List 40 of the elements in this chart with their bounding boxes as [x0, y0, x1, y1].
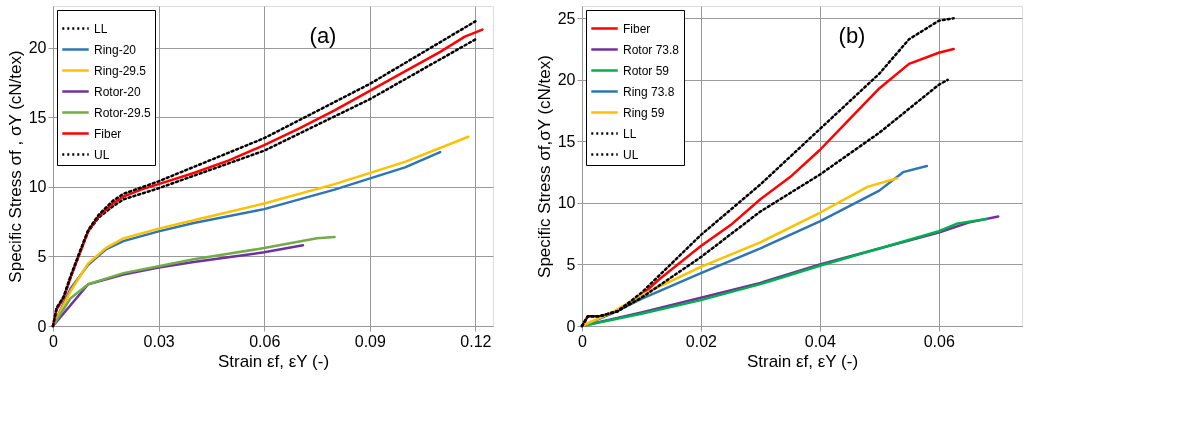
x-tick-label: 0.03 [143, 332, 175, 350]
y-tick-label: 0 [566, 317, 576, 335]
y-axis-title: Specific Stress σf,σY (cN/tex) [534, 55, 554, 278]
x-tick-label: 0.09 [354, 332, 386, 350]
y-tick-label: 0 [37, 317, 47, 335]
x-tick-label: 0.06 [249, 332, 281, 350]
annotation: (a) [309, 23, 337, 48]
legend-label: Rotor 59 [623, 63, 670, 78]
legend-label: LL [623, 126, 637, 141]
x-tick-label: 0 [578, 332, 588, 350]
x-tick-label: 0.12 [460, 332, 492, 350]
y-tick-label: 20 [28, 39, 47, 57]
legend-label: Fiber [94, 126, 122, 141]
y-tick-label: 5 [37, 247, 47, 265]
y-axis-title: Specific Stress σf , σY (cN/tex) [5, 50, 25, 283]
legend-label: Ring-29.5 [94, 63, 147, 78]
y-tick-label: 25 [557, 9, 576, 27]
x-axis-title: Strain εf, εY (-) [217, 351, 330, 371]
legend-label: Rotor 73.8 [623, 42, 680, 57]
legend-label: Rotor-29.5 [94, 105, 152, 120]
legend-label: LL [94, 21, 108, 36]
legend-label: UL [623, 147, 639, 162]
legend-label: Fiber [623, 21, 651, 36]
annotation: (b) [838, 23, 866, 48]
x-tick-label: 0.02 [685, 332, 718, 350]
legend-label: Ring 59 [623, 105, 665, 120]
x-tick-label: 0.06 [923, 332, 955, 350]
x-tick-label: 0 [49, 332, 59, 350]
legend-label: UL [94, 147, 110, 162]
x-axis-title: Strain εf, εY (-) [746, 351, 859, 371]
legend-label: Rotor-20 [94, 84, 142, 99]
y-tick-label: 10 [28, 178, 47, 196]
y-tick-label: 15 [557, 132, 576, 150]
legend-label: Ring-20 [94, 42, 137, 57]
x-tick-label: 0.04 [804, 332, 837, 350]
y-tick-label: 20 [557, 71, 576, 89]
y-tick-label: 5 [566, 255, 576, 273]
y-tick-label: 15 [28, 108, 47, 126]
y-tick-label: 10 [557, 194, 576, 212]
legend-label: Ring 73.8 [623, 84, 675, 99]
